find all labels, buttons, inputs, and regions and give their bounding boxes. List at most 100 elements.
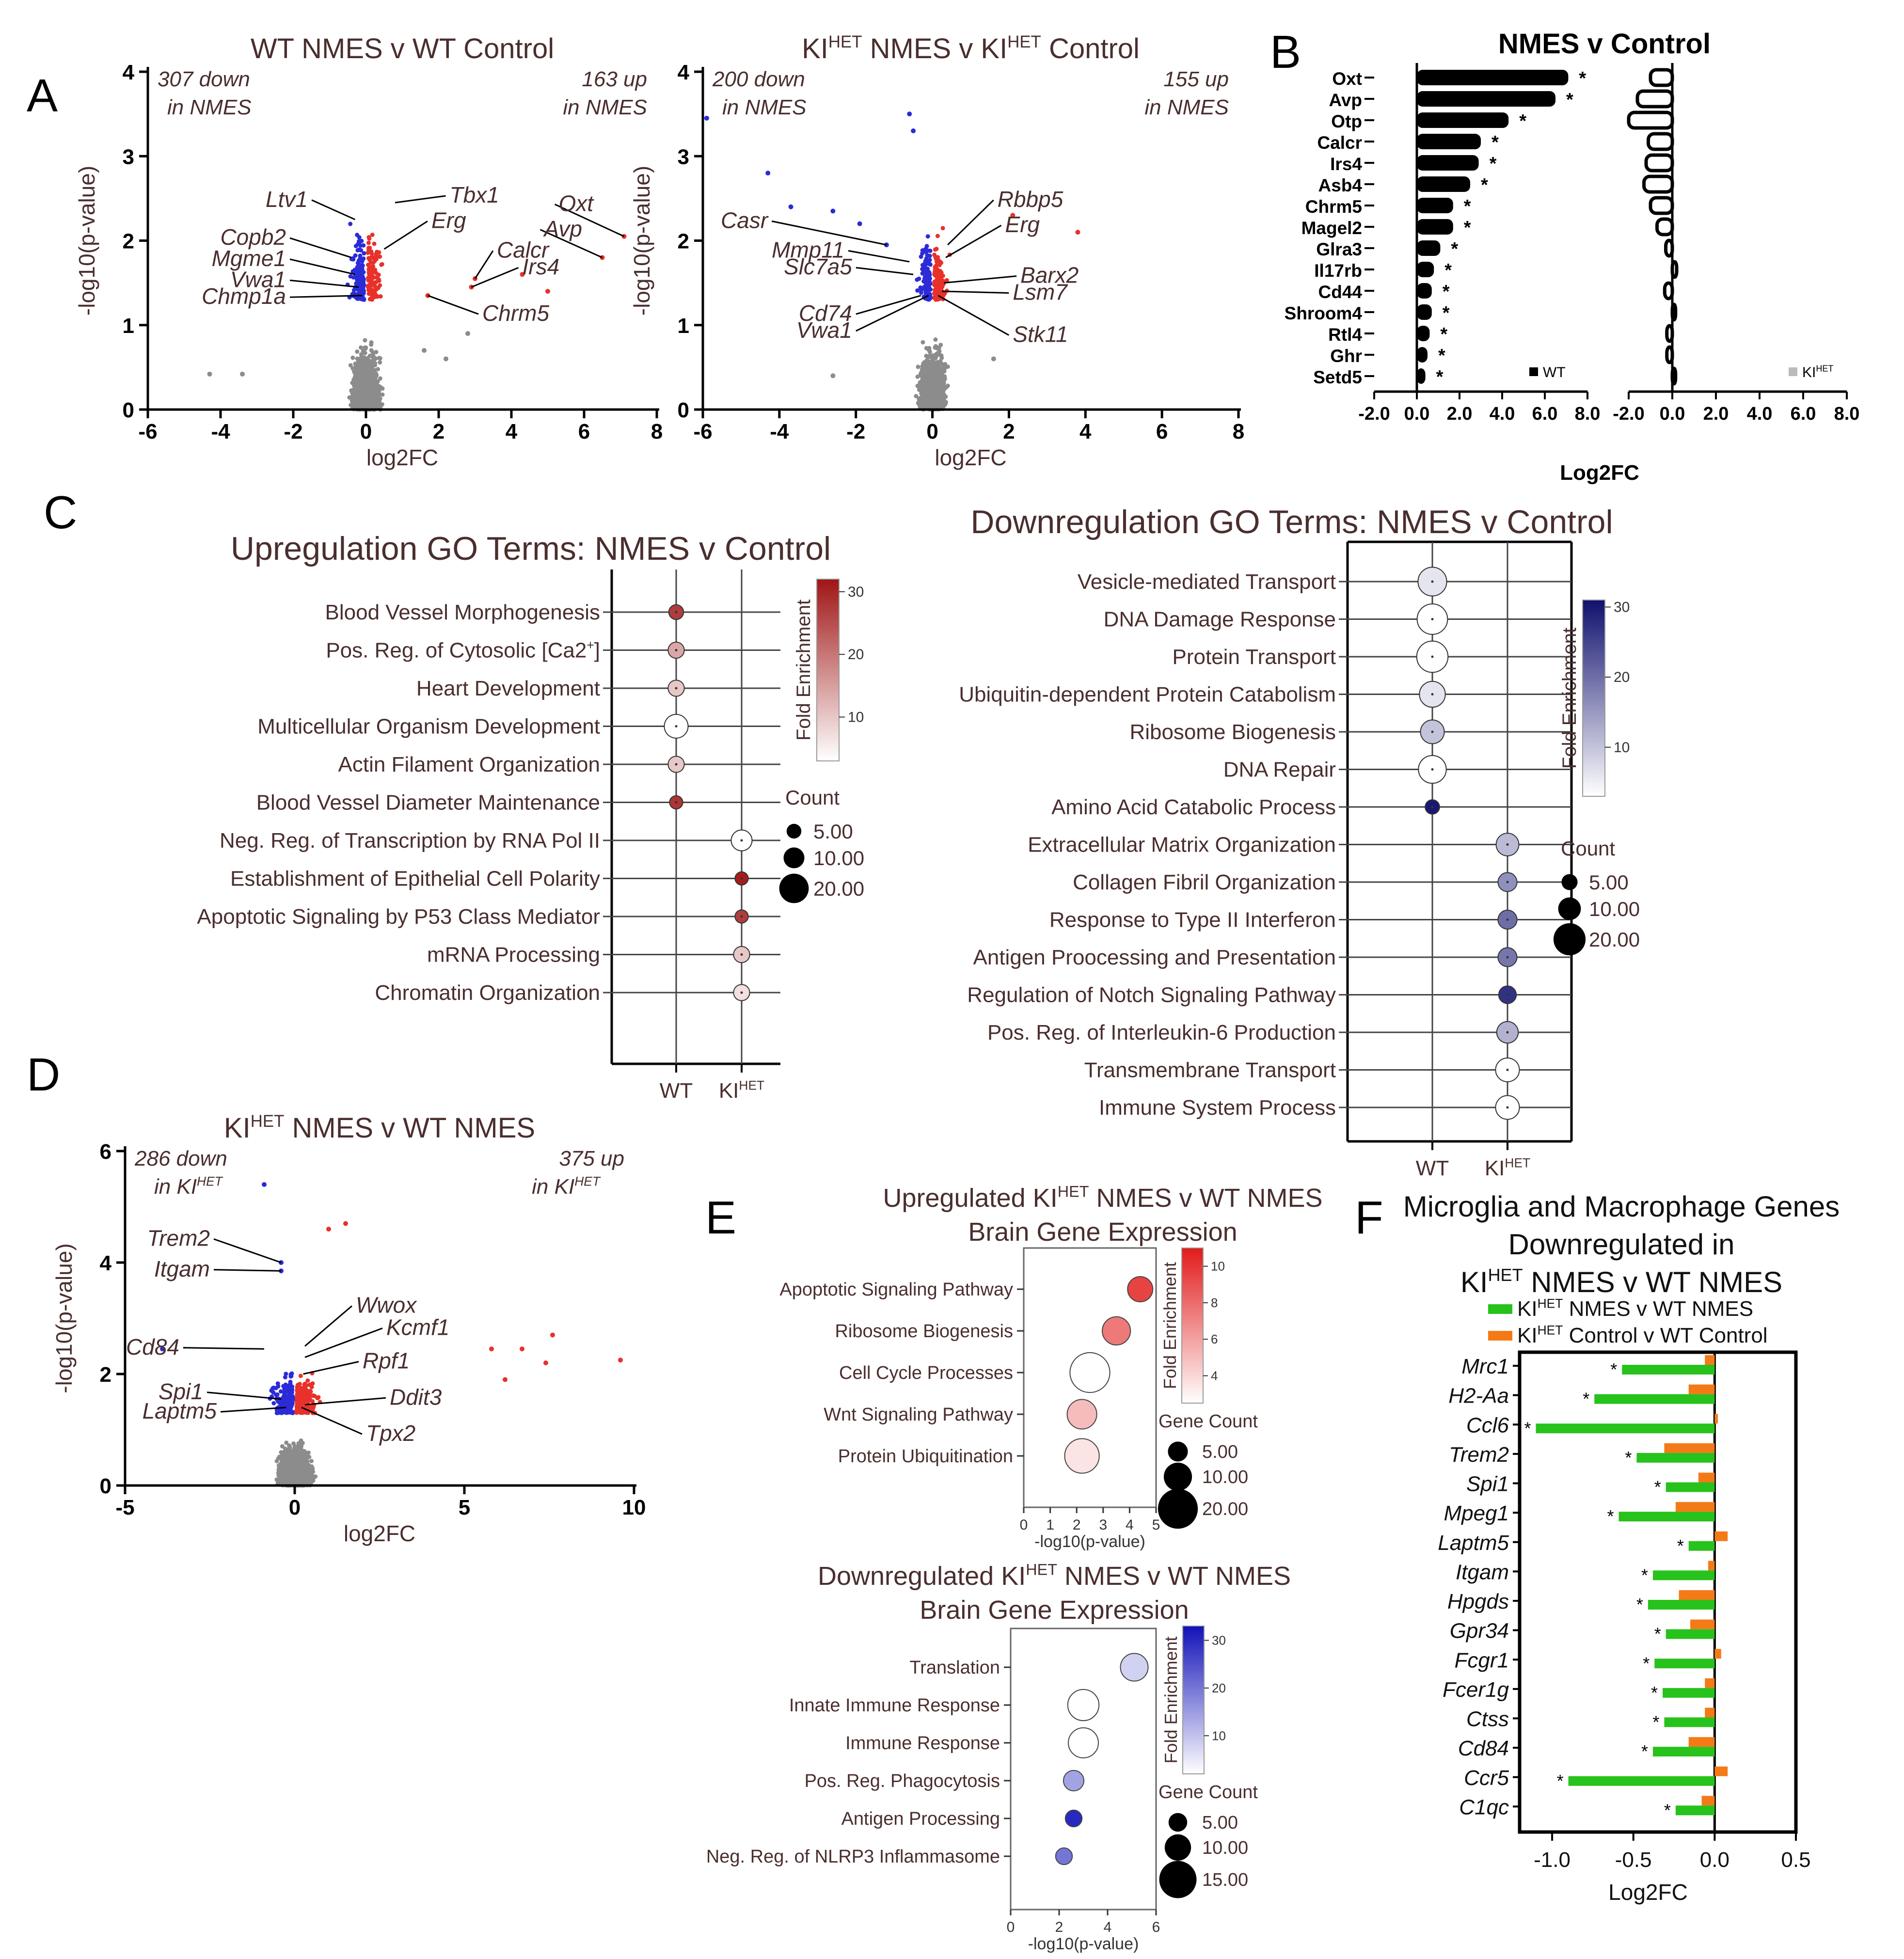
bar — [1417, 176, 1470, 192]
outlier-point — [907, 111, 912, 117]
size-legend-title: Count — [785, 786, 840, 809]
data-point — [355, 392, 360, 396]
up-count-note-line2: in NMES — [563, 95, 647, 119]
data-point — [351, 402, 356, 407]
label-leader-line — [311, 199, 356, 221]
outlier-point — [465, 331, 470, 336]
data-point — [371, 355, 376, 360]
x-tick-label: 0.0 — [1404, 404, 1430, 424]
data-point — [939, 371, 944, 376]
outlier-point — [830, 208, 836, 214]
bubble-center-dot — [675, 763, 678, 766]
data-point — [350, 389, 355, 394]
data-point — [369, 340, 374, 345]
bubble-center-dot — [1506, 881, 1509, 884]
go-term-label: Ubiquitin-dependent Protein Catabolism — [959, 683, 1336, 707]
bar — [1417, 91, 1555, 107]
go-term-label: Amino Acid Catabolic Process — [1051, 795, 1336, 819]
up-count-note: 163 up — [582, 67, 647, 91]
panel-letter-a: A — [27, 70, 58, 122]
up-point — [370, 266, 375, 271]
data-point — [348, 363, 353, 368]
up-point — [370, 294, 375, 299]
data-point — [935, 376, 940, 380]
up-point — [935, 285, 939, 290]
category-label: Magel2 — [1301, 218, 1362, 238]
data-point — [927, 378, 932, 383]
go-term-label: Pos. Reg. of Interleukin-6 Production — [987, 1021, 1336, 1044]
go-term-label: Response to Type II Interferon — [1049, 908, 1336, 932]
down-point — [928, 296, 933, 300]
data-point — [936, 350, 940, 355]
go-term-label: Pos. Reg. of Cytosolic [Ca2+] — [326, 638, 600, 663]
size-legend-bubble — [786, 823, 802, 839]
data-point — [363, 350, 367, 355]
bar — [1649, 68, 1674, 87]
up-point — [936, 255, 940, 260]
category-label: Cd44 — [1318, 282, 1363, 302]
bubble-center-dot — [675, 725, 678, 727]
go-term-label: Apoptotic Signaling by P53 Class Mediato… — [197, 905, 600, 929]
y-tick-label: 2 — [678, 230, 689, 253]
data-point — [372, 388, 377, 393]
data-point — [350, 366, 355, 371]
up-point — [378, 294, 383, 299]
data-point — [362, 363, 366, 367]
data-point — [359, 352, 364, 357]
x-axis-label: log2FC — [935, 445, 1006, 470]
significance-star: * — [1443, 282, 1450, 302]
up-point — [370, 233, 375, 237]
data-point — [936, 388, 941, 393]
down-point — [358, 253, 363, 258]
x-tick-label: -2 — [846, 420, 865, 443]
chart-title: Downregulation GO Terms: NMES v Control — [970, 504, 1613, 540]
x-tick-label: -2 — [284, 420, 302, 443]
bar — [1417, 155, 1479, 171]
up-point — [369, 254, 374, 259]
down-point — [359, 248, 364, 253]
data-point — [380, 402, 384, 407]
bubble-center-dot — [1431, 580, 1434, 583]
data-point — [359, 345, 364, 350]
data-point — [369, 380, 374, 385]
data-point — [938, 359, 943, 363]
chart-title: KIHET NMES v KIHET Control — [802, 32, 1140, 64]
down-point — [927, 285, 932, 290]
gene-label: Ltv1 — [266, 187, 308, 212]
text-segment: KI — [1485, 1156, 1505, 1180]
label-leader-line — [289, 237, 352, 258]
text-segment: NMES v KI — [862, 33, 1008, 64]
bar — [1417, 326, 1430, 341]
text-segment: KI — [802, 33, 828, 64]
down-point — [915, 277, 920, 282]
bubble-center-dot — [675, 687, 678, 690]
go-term-label: Regulation of Notch Signaling Pathway — [967, 983, 1336, 1007]
bubble-center-dot — [740, 877, 743, 880]
x-tick-label: 0 — [926, 420, 938, 443]
bubble-center-dot — [1506, 843, 1509, 846]
bar — [1417, 240, 1441, 256]
y-axis-label: -log10(p-value) — [74, 166, 99, 316]
down-point — [351, 257, 356, 262]
bar — [1664, 238, 1674, 258]
superscript-text: HET — [1505, 1155, 1530, 1170]
gene-label: Stk11 — [1013, 322, 1068, 347]
x-tick-label: -6 — [693, 420, 712, 443]
data-point — [938, 383, 943, 388]
bar — [1417, 70, 1569, 85]
gene-label: Chmp1a — [202, 284, 286, 309]
data-point — [364, 357, 368, 362]
go-term-label: Transmembrane Transport — [1084, 1058, 1336, 1082]
legend-label: KIHET — [1802, 364, 1833, 380]
label-leader-line — [471, 267, 519, 288]
colorbar-tick-label: 10 — [1614, 740, 1630, 756]
x-tick-label: 2 — [433, 420, 444, 443]
panel-letter-d: D — [27, 1049, 60, 1101]
down-point — [355, 233, 360, 237]
superscript-text: + — [587, 638, 594, 652]
x-tick-label: 0 — [360, 420, 372, 443]
colorbar-tick-label: 20 — [848, 647, 864, 663]
up-point — [940, 284, 945, 289]
go-term-label: Extracellular Matrix Organization — [1028, 833, 1336, 857]
